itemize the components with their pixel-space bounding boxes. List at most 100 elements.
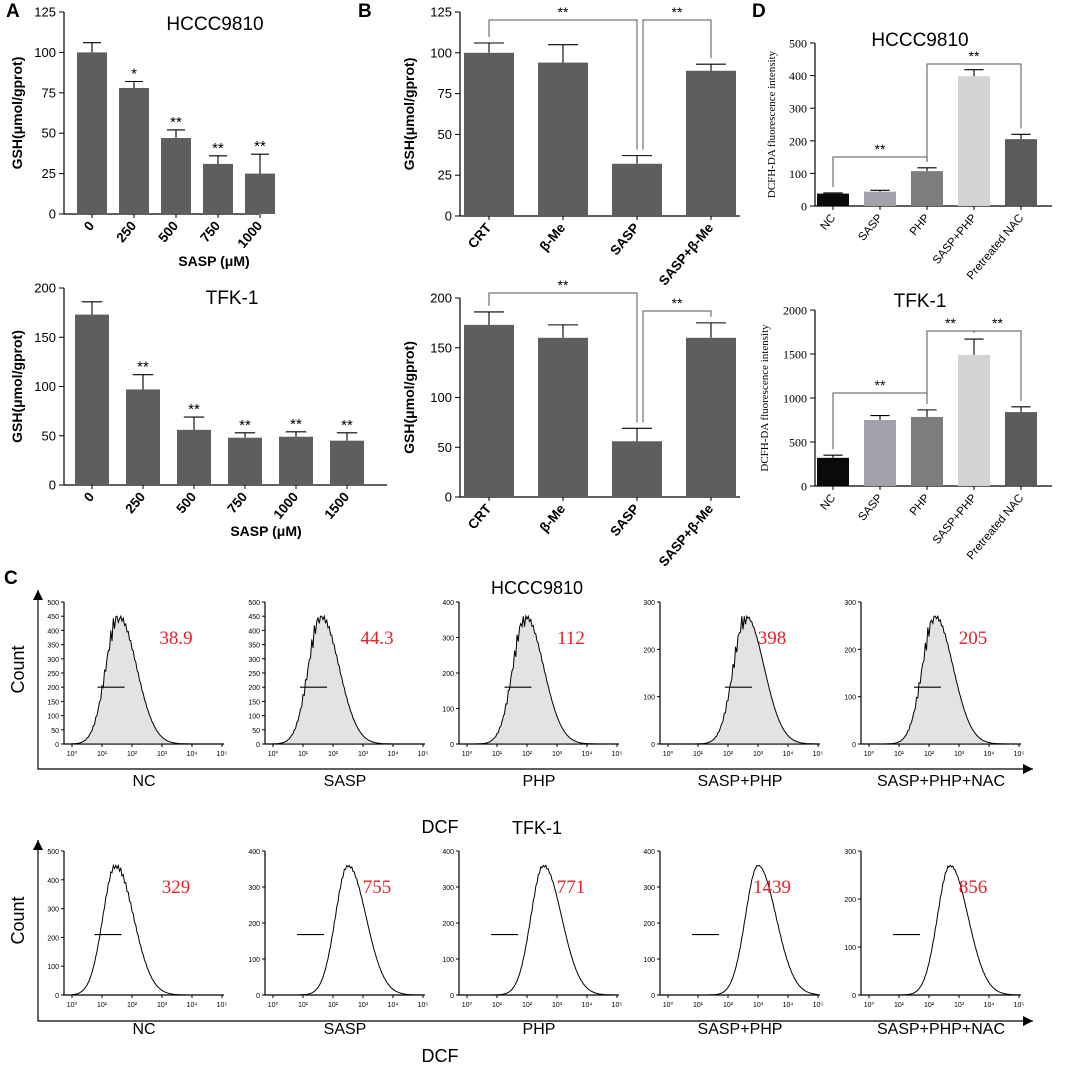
bracket-label: **	[672, 4, 683, 20]
bar	[538, 62, 588, 217]
y-tick-label: 500	[789, 37, 807, 51]
significance-label: *	[131, 65, 137, 82]
count-label: Count	[8, 645, 28, 693]
hist-y-tick-label: 400	[47, 628, 59, 635]
hist-y-tick-label: 300	[643, 885, 655, 892]
bracket-label: **	[875, 377, 886, 393]
hist-x-tick-label: 10¹	[894, 751, 905, 758]
bar	[958, 354, 990, 486]
y-tick-label: 150	[34, 330, 56, 345]
hist-x-tick-label: 10³	[753, 1002, 764, 1009]
hist-x-tick-label: 10⁰	[663, 750, 674, 758]
significance-bracket	[488, 19, 638, 150]
error-bar	[474, 42, 504, 53]
error-bar	[917, 409, 937, 417]
hist-axis	[860, 851, 1021, 996]
hist-y-tick-label: 400	[442, 849, 454, 856]
hist-y-tick-label: 150	[248, 699, 260, 706]
hist-y-tick-label: 50	[252, 728, 260, 735]
hist-y-tick-label: 500	[47, 600, 59, 607]
sample-label: SASP+PHP+NAC	[877, 773, 1005, 790]
error-bar	[548, 324, 578, 338]
hist-x-tick-label: 10²	[924, 1002, 935, 1009]
y-tick-label: 50	[42, 126, 56, 141]
hist-x-tick-label: 10²	[522, 1002, 533, 1009]
x-tick-label: PHP	[908, 492, 933, 518]
x-tick-label: SASP	[856, 492, 885, 523]
mfi-value: 1439	[753, 877, 791, 898]
error-bar	[1011, 406, 1031, 413]
hist-y-tick-label: 100	[442, 707, 454, 714]
hist-y-tick-label: 300	[442, 636, 454, 643]
frame-axis	[37, 840, 1033, 1022]
bar	[911, 416, 943, 486]
histogram-plot: 0 100 200 300 10⁰ 10¹ 10² 10³ 10⁴ 10⁵ 205 SASP+PHP+…	[844, 600, 1024, 790]
hist-x-tick-label: 10⁴	[984, 1002, 995, 1009]
y-tick-label: 200	[34, 281, 56, 296]
frame-arrow-right	[1023, 1016, 1033, 1026]
error-bar	[870, 189, 890, 192]
bar-chart-b1: 0 25 50 75 100 125 GSH(μmol/gprot) CRT β-Me SASP S…	[401, 4, 740, 288]
hist-y-tick-label: 400	[248, 849, 260, 856]
hist-x-tick-label: 10²	[127, 751, 138, 758]
hist-y-tick-label: 400	[47, 878, 59, 885]
y-tick-label: 0	[445, 209, 452, 224]
x-tick-label: SASP+β-Me	[656, 501, 717, 569]
hist-y-tick-label: 200	[643, 921, 655, 928]
hist-x-tick-label: 10⁵	[813, 1002, 824, 1009]
sample-label: NC	[132, 773, 155, 790]
bar	[612, 441, 662, 497]
error-bar	[132, 374, 154, 390]
hist-x-tick-label: 10⁵	[217, 1002, 228, 1009]
bar	[77, 52, 107, 215]
y-tick-label: 1000	[783, 392, 807, 406]
bracket-label: **	[945, 315, 956, 331]
significance-label: **	[170, 114, 182, 131]
mfi-value: 205	[959, 628, 988, 649]
hist-y-tick-label: 200	[844, 897, 856, 904]
hist-x-tick-label: 10⁴	[582, 1002, 593, 1009]
y-tick-label: 500	[789, 436, 807, 450]
y-axis-label: GSH(μmol/gprot)	[401, 341, 417, 454]
bar	[864, 420, 896, 486]
hist-y-tick-label: 100	[47, 714, 59, 721]
histogram-fill	[467, 614, 617, 745]
frame-arrow-right	[1023, 764, 1033, 774]
error-bar	[125, 80, 143, 88]
x-tick-label: 250	[122, 489, 148, 516]
hist-y-tick-label: 300	[47, 657, 59, 664]
hist-y-tick-label: 150	[47, 699, 59, 706]
chart-title: TFK-1	[894, 291, 947, 312]
significance-label: **	[254, 138, 266, 155]
x-tick-label: 750	[224, 489, 250, 516]
hist-y-tick-label: 400	[442, 600, 454, 607]
bar	[203, 163, 233, 214]
hist-x-tick-label: 10⁵	[612, 1002, 623, 1009]
hist-y-tick-label: 300	[844, 600, 856, 607]
chart-title: HCCC9810	[166, 14, 263, 35]
significance-label: **	[290, 416, 302, 433]
x-tick-label: CRT	[465, 501, 495, 532]
hist-y-tick-label: 0	[852, 993, 856, 1000]
hist-x-tick-label: 10⁵	[418, 751, 429, 758]
flow-row-c1: Count HCCC9810 DCF 0 50 100 150 200 250 300 350 400…	[8, 578, 1033, 837]
x-axis-label: SASP (μM)	[178, 253, 249, 269]
hist-x-tick-label: 10⁰	[462, 1001, 473, 1009]
x-tick-label: CRT	[465, 220, 495, 251]
hist-y-tick-label: 100	[248, 957, 260, 964]
bar	[330, 440, 364, 485]
y-tick-label: 150	[430, 340, 452, 355]
histogram-plot: 0 100 200 300 400 10⁰ 10¹ 10² 10³ 10⁴ 10⁵ 1439 SASP+…	[643, 849, 823, 1038]
panel-letter-a: A	[6, 1, 20, 22]
histogram-plot: 0 100 200 300 400 10⁰ 10¹ 10² 10³ 10⁴ 10⁵ 771 PHP	[442, 849, 622, 1038]
hist-x-tick-label: 10⁰	[268, 750, 279, 758]
hist-x-tick-label: 10²	[522, 751, 533, 758]
bar	[119, 87, 149, 214]
bar	[686, 337, 736, 497]
y-tick-label: 0	[445, 490, 452, 505]
hist-x-tick-label: 10⁴	[388, 1002, 399, 1009]
error-bar	[234, 432, 256, 438]
bracket-label: **	[875, 141, 886, 157]
x-tick-label: 1500	[321, 489, 352, 522]
error-bar	[964, 338, 984, 355]
